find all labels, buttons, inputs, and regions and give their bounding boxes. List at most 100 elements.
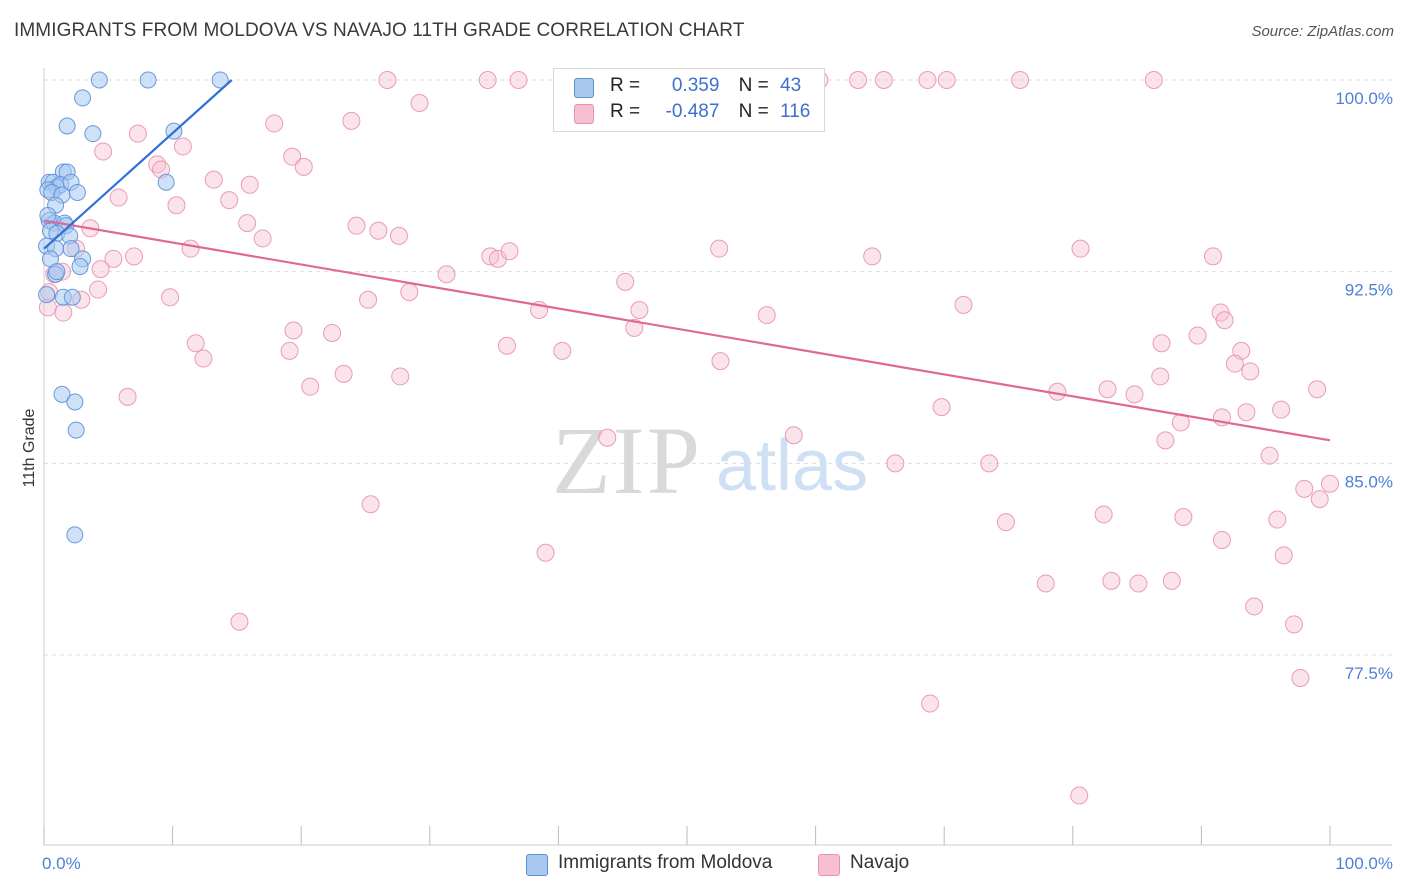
navajo-point — [301, 377, 320, 396]
moldova-points — [38, 71, 229, 544]
legend: R = 0.359 N = 43 R = -0.487 N = 116 — [553, 68, 825, 132]
navajo-point — [230, 612, 249, 631]
bottom-legend-label-moldova: Immigrants from Moldova — [558, 852, 773, 873]
navajo-point — [323, 324, 342, 342]
navajo-point — [630, 301, 649, 319]
navajo-point — [220, 191, 239, 210]
navajo-point — [497, 336, 516, 355]
navajo-point — [1162, 571, 1181, 590]
navajo-point — [863, 247, 882, 266]
axes — [43, 68, 1392, 846]
moldova-point — [90, 71, 108, 89]
navajo-point — [509, 71, 528, 89]
navajo-point — [391, 367, 410, 386]
navajo-point — [1274, 546, 1293, 565]
legend-swatch-navajo — [574, 104, 594, 124]
legend-r-value: 0.359 — [671, 75, 720, 96]
navajo-point — [283, 147, 302, 166]
navajo-point — [1071, 239, 1090, 258]
legend-n-value: 43 — [780, 75, 802, 96]
moldova-point — [39, 206, 57, 224]
navajo-point — [194, 349, 213, 368]
navajo-point — [334, 364, 353, 383]
navajo-point — [1094, 505, 1113, 524]
navajo-point — [294, 157, 313, 176]
navajo-point — [616, 272, 635, 291]
navajo-point — [342, 111, 361, 130]
y-axis-label: 11th Grade — [21, 408, 38, 487]
navajo-point — [932, 398, 951, 417]
navajo-point — [1156, 431, 1175, 450]
navajo-point — [125, 247, 144, 266]
navajo-point — [1241, 362, 1260, 381]
navajo-point — [1151, 367, 1170, 386]
trend-lines — [43, 79, 1331, 442]
moldova-point — [84, 125, 102, 143]
navajo-point — [173, 137, 192, 156]
navajo-point — [1260, 446, 1279, 465]
navajo-point — [1237, 403, 1256, 422]
moldova-point — [48, 263, 66, 281]
navajo-point — [1203, 247, 1222, 266]
navajo-point — [711, 352, 730, 371]
navajo-point — [1291, 669, 1310, 687]
legend-swatch-moldova — [574, 78, 594, 98]
navajo-point — [553, 341, 572, 360]
navajo-trend-line — [43, 219, 1331, 442]
navajo-point — [410, 94, 429, 112]
moldova-point — [58, 117, 76, 135]
navajo-point — [1188, 326, 1207, 345]
navajo-point — [937, 71, 956, 89]
navajo-point — [280, 341, 299, 360]
navajo-point — [784, 426, 803, 445]
legend-stats-moldova: R = 0.359 N = 43 — [610, 75, 801, 97]
navajo-point — [478, 71, 497, 89]
navajo-point — [1310, 490, 1329, 509]
navajo-point — [1321, 474, 1339, 493]
moldova-point — [38, 286, 56, 304]
bottom-legend-swatch-moldova — [526, 854, 548, 876]
y-tick-labels: 77.5% 85.0% 92.5% 100.0% — [1335, 89, 1393, 683]
navajo-point — [118, 387, 137, 406]
navajo-point — [361, 495, 380, 514]
navajo-point — [204, 170, 223, 189]
legend-r-label: R = — [610, 75, 641, 96]
navajo-point — [1225, 354, 1244, 373]
moldova-point — [139, 71, 157, 89]
bottom-legend-swatch-navajo — [818, 854, 840, 876]
x-tick-label: 100.0% — [1335, 854, 1393, 873]
moldova-point — [53, 385, 71, 403]
watermark: ZIP atlas — [552, 407, 868, 514]
navajo-point — [1129, 574, 1148, 593]
moldova-trend-line — [43, 79, 233, 250]
navajo-point — [128, 124, 147, 143]
navajo-point — [1215, 311, 1234, 330]
chart-title: IMMIGRANTS FROM MOLDOVA VS NAVAJO 11TH G… — [14, 20, 745, 41]
navajo-point — [886, 454, 905, 473]
x-tick-label: 0.0% — [42, 854, 81, 873]
navajo-point — [710, 239, 729, 258]
moldova-point — [211, 71, 229, 89]
navajo-point — [1070, 786, 1089, 805]
moldova-point — [66, 526, 84, 544]
navajo-point — [1144, 71, 1163, 89]
navajo-point — [849, 71, 868, 89]
navajo-point — [109, 188, 128, 207]
navajo-point — [598, 428, 617, 447]
legend-n-label: N = — [738, 101, 769, 122]
navajo-point — [874, 71, 893, 89]
navajo-point — [1284, 615, 1303, 634]
navajo-point — [253, 229, 272, 248]
navajo-point — [1036, 574, 1055, 593]
navajo-point — [1152, 334, 1171, 353]
navajo-point — [1308, 380, 1327, 399]
bottom-legend-label-navajo: Navajo — [850, 852, 910, 873]
navajo-point — [500, 242, 519, 261]
navajo-point — [1011, 71, 1030, 89]
navajo-point — [91, 260, 110, 279]
y-tick-label: 77.5% — [1345, 664, 1393, 683]
navajo-point — [400, 283, 419, 302]
navajo-point — [536, 543, 555, 562]
navajo-point — [757, 306, 776, 325]
navajo-point — [238, 214, 257, 233]
